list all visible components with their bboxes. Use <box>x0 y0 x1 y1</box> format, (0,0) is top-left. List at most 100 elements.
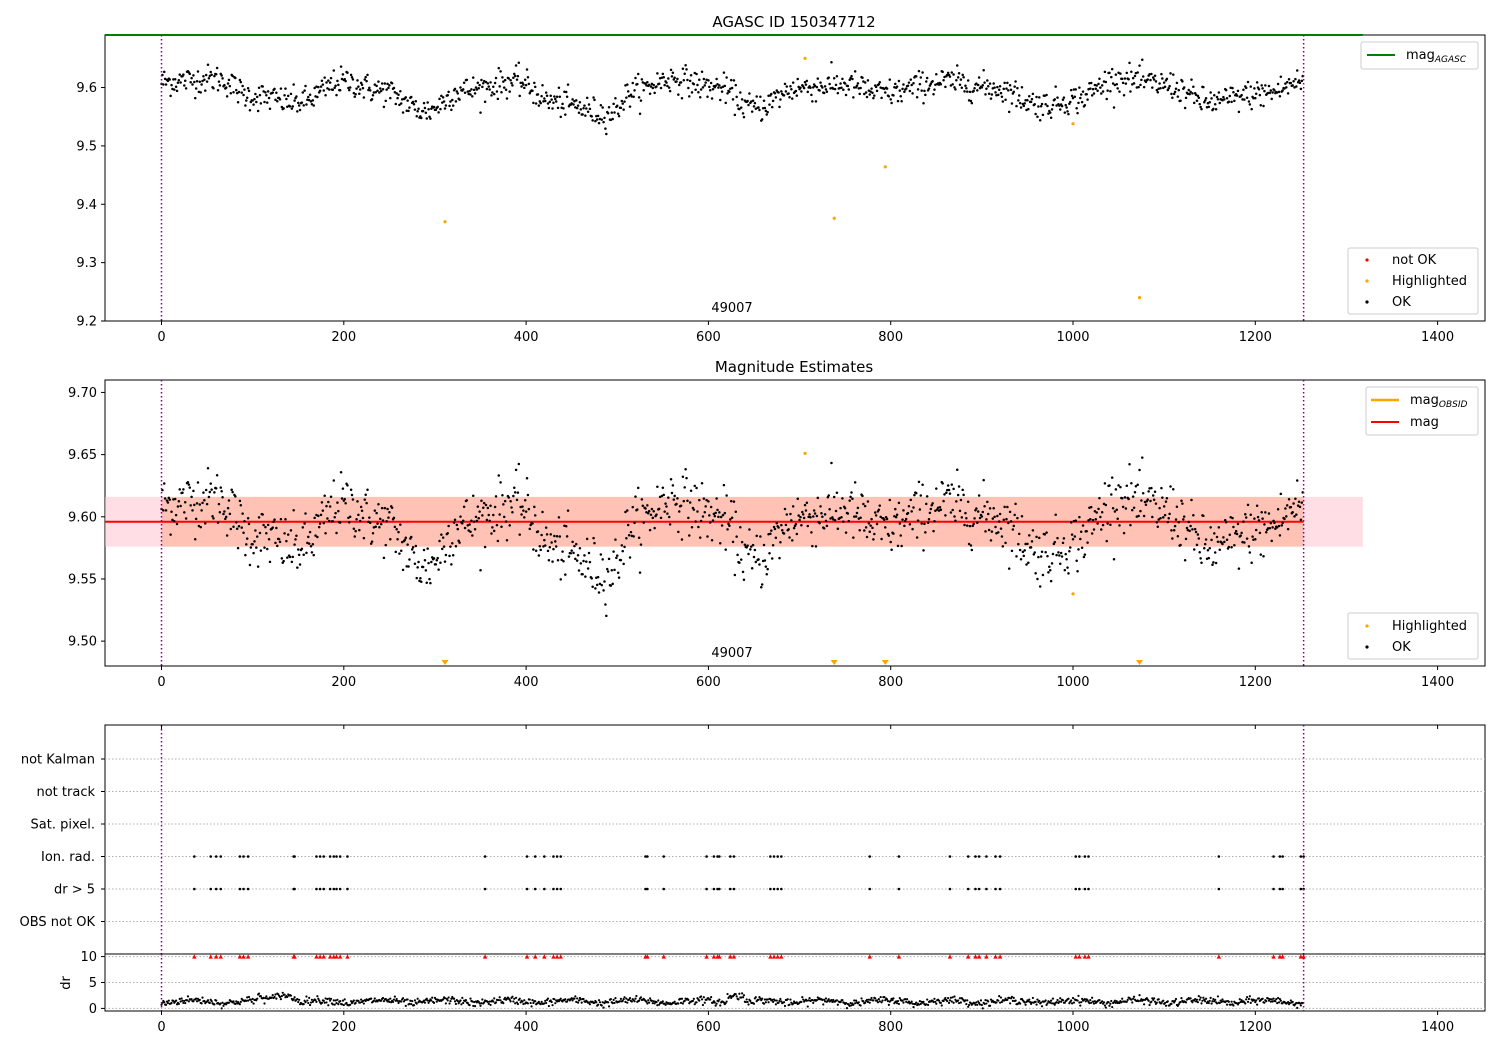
ok-point <box>1246 503 1250 507</box>
ok-point <box>634 495 637 498</box>
ok-point <box>1151 76 1155 79</box>
ok-point <box>427 561 430 565</box>
dr-point <box>1198 998 1201 1001</box>
ok-point <box>399 523 402 526</box>
dr-point <box>1195 998 1199 1001</box>
ok-point <box>1171 537 1174 540</box>
ok-point <box>432 105 436 109</box>
ok-point <box>575 559 579 562</box>
ok-point <box>408 558 411 561</box>
ok-point <box>546 549 550 553</box>
ok-point <box>289 529 293 532</box>
ok-point <box>633 521 636 525</box>
dr-point <box>1155 1001 1158 1004</box>
ok-point <box>1133 74 1137 78</box>
dr-point <box>715 1002 718 1005</box>
flag-point <box>646 887 649 891</box>
dr-point <box>783 1004 787 1008</box>
ok-point <box>247 89 251 93</box>
panel1-legend-lines: magAGASC <box>1360 41 1479 70</box>
dr-point <box>469 997 472 1000</box>
dr-point <box>1173 999 1177 1002</box>
dr-point <box>853 999 856 1002</box>
ok-point <box>1077 101 1080 105</box>
ok-point <box>1194 93 1198 96</box>
ok-point <box>1236 522 1240 526</box>
ok-point <box>1120 77 1124 81</box>
dr-point <box>1028 998 1031 1001</box>
dr-point <box>570 997 573 1000</box>
ok-point <box>585 537 589 541</box>
ok-point <box>1080 100 1084 104</box>
ok-point <box>646 504 649 507</box>
ok-point <box>1020 515 1024 518</box>
ok-point <box>1159 516 1162 520</box>
ok-point <box>571 540 574 544</box>
ok-point <box>705 498 708 502</box>
dr-point <box>977 1000 980 1003</box>
ok-point <box>846 512 850 515</box>
ok-point <box>196 481 200 484</box>
dr-point <box>650 999 653 1002</box>
ok-point <box>1079 530 1083 533</box>
ok-point <box>192 74 195 77</box>
dr-point <box>1040 1001 1043 1004</box>
dr-point <box>1148 1003 1151 1007</box>
ok-point <box>437 111 440 114</box>
ok-point <box>1132 82 1136 85</box>
ok-point <box>1026 542 1029 546</box>
ok-point <box>310 102 314 106</box>
ok-point <box>1017 99 1020 102</box>
ok-point <box>755 95 758 98</box>
ok-point <box>1045 531 1048 534</box>
ok-point <box>450 563 453 566</box>
ok-point <box>1204 96 1208 100</box>
ok-point <box>722 71 726 74</box>
ok-point <box>407 565 410 568</box>
dr-flag-marker <box>558 954 563 959</box>
dr-point <box>571 999 574 1002</box>
ok-point <box>779 540 782 544</box>
dr-flag-marker <box>1086 954 1091 959</box>
ok-point <box>722 483 726 487</box>
dr-point <box>897 1002 901 1006</box>
ok-point <box>698 96 702 99</box>
ok-point <box>599 104 603 107</box>
flag-point <box>776 887 779 891</box>
flag-point <box>705 855 708 858</box>
dr-flag-marker <box>867 954 872 959</box>
ok-point <box>729 499 733 503</box>
ok-point <box>765 573 768 576</box>
ok-point <box>1223 518 1227 522</box>
ok-point <box>973 517 976 520</box>
ok-point <box>1233 543 1236 547</box>
ok-point <box>286 94 290 98</box>
flag-point <box>1083 887 1087 891</box>
ok-point <box>768 103 771 106</box>
ok-point <box>791 81 795 84</box>
ok-point <box>1225 97 1229 100</box>
ok-point <box>476 505 480 508</box>
dr-point <box>404 1004 407 1007</box>
ok-point <box>462 505 466 508</box>
dr-point <box>331 1003 334 1006</box>
legend-label-ok: OK <box>1392 295 1411 310</box>
dr-point <box>349 1003 352 1006</box>
dr-point <box>934 1000 937 1003</box>
ok-point <box>331 520 335 523</box>
ok-point <box>743 543 747 547</box>
ok-point <box>196 70 200 73</box>
ok-point <box>956 76 960 79</box>
ok-point <box>1030 540 1034 543</box>
ok-point <box>1119 485 1122 489</box>
dr-point <box>1019 1002 1022 1005</box>
ok-point <box>188 486 192 489</box>
ok-point <box>790 87 793 91</box>
ok-point <box>421 109 425 113</box>
dr-point <box>1289 999 1292 1002</box>
dr-point <box>1090 1001 1093 1004</box>
ok-point <box>1289 505 1293 509</box>
ok-point <box>204 488 208 492</box>
ok-point <box>711 88 715 91</box>
dr-point <box>735 995 738 998</box>
